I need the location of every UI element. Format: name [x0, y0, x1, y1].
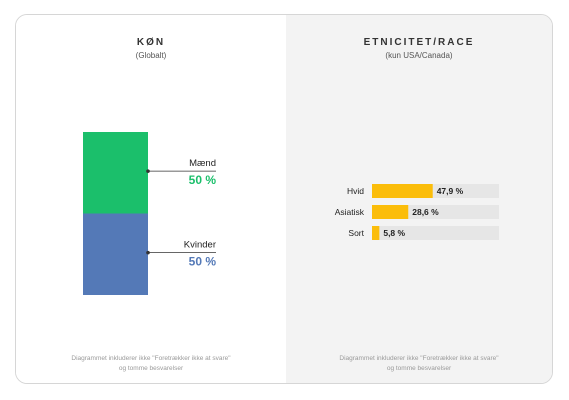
- gender-value-label-maend: 50 %: [189, 173, 217, 187]
- ethnicity-subtitle: (kun USA/Canada): [385, 51, 453, 60]
- ethnicity-value-label-asiatisk: 28,6 %: [412, 207, 439, 217]
- ethnicity-panel: ETNICITET/RACE (kun USA/Canada) Hvid 47,9…: [286, 15, 552, 383]
- gender-footnote-line2: og tomme besvarelser: [118, 365, 184, 372]
- gender-category-label-maend: Mænd: [189, 158, 216, 169]
- gender-leader-dot-maend: [146, 169, 150, 173]
- ethnicity-category-label-sort: Sort: [348, 228, 364, 238]
- gender-stacked-bar-chart: Mænd 50 % Kvinder 50 %: [83, 132, 217, 295]
- ethnicity-footnote-line1: Diagrammet inkluderer ikke "Foretrækker …: [339, 355, 499, 362]
- gender-leader-dot-kvinder: [146, 250, 150, 255]
- demographics-card: KØN (Globalt) Mænd 50 % Kvinder 50 % Diagra…: [15, 14, 553, 384]
- gender-title: KØN: [136, 37, 166, 48]
- gender-bar-maend: [83, 132, 148, 214]
- gender-panel: KØN (Globalt) Mænd 50 % Kvinder 50 % Diagra…: [16, 15, 286, 383]
- gender-footnote-line1: Diagrammet inkluderer ikke "Foretrækker …: [71, 355, 231, 362]
- gender-category-label-kvinder: Kvinder: [184, 240, 216, 251]
- ethnicity-category-label-hvid: Hvid: [347, 186, 364, 196]
- ethnicity-bar-hvid: [372, 184, 433, 198]
- ethnicity-bar-chart: Hvid 47,9 % Asiatisk 28,6 % Sort 5,8 %: [335, 184, 499, 240]
- ethnicity-category-label-asiatisk: Asiatisk: [335, 207, 365, 217]
- ethnicity-footnote-line2: og tomme besvarelser: [386, 365, 452, 372]
- ethnicity-title: ETNICITET/RACE: [363, 37, 475, 48]
- gender-subtitle: (Globalt): [135, 51, 167, 60]
- ethnicity-bar-track-sort: [372, 226, 499, 240]
- gender-footnote: Diagrammet inkluderer ikke "Foretrækker …: [16, 354, 286, 374]
- gender-value-label-kvinder: 50 %: [189, 255, 217, 269]
- ethnicity-footnote: Diagrammet inkluderer ikke "Foretrækker …: [286, 354, 552, 374]
- ethnicity-value-label-sort: 5,8 %: [383, 228, 405, 238]
- ethnicity-bar-asiatisk: [372, 205, 409, 219]
- gender-bar-kvinder: [83, 213, 148, 295]
- ethnicity-bar-sort: [372, 226, 380, 240]
- ethnicity-value-label-hvid: 47,9 %: [437, 186, 464, 196]
